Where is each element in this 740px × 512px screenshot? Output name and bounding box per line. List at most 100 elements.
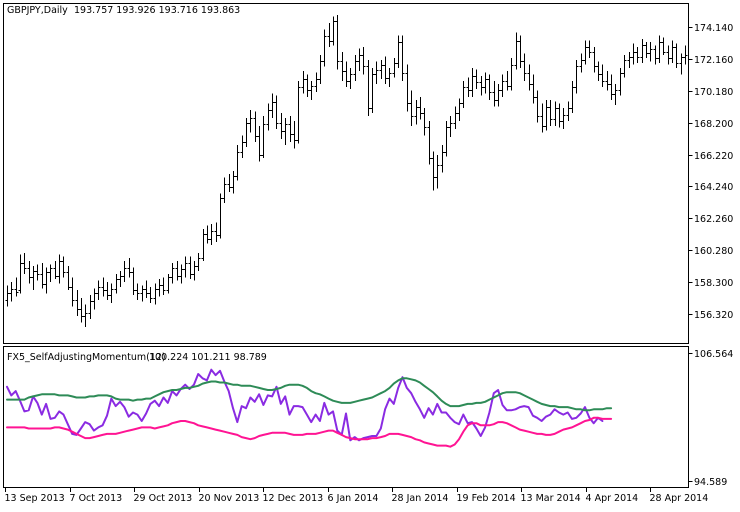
ohlc-bar [261, 116, 266, 159]
ohlc-bar [279, 113, 284, 139]
ohlc-bar [35, 264, 40, 281]
ohlc-bar [444, 121, 449, 157]
ohlc-bar [214, 222, 219, 242]
ohlc-bar [596, 61, 601, 81]
ohlc-bar [31, 266, 36, 291]
ohlc-bar [175, 261, 180, 281]
ohlc-bar [600, 64, 605, 88]
ohlc-bar [22, 253, 27, 275]
indicator-y-tick-label: 106.564 [694, 349, 733, 360]
ohlc-bar [48, 264, 53, 283]
ohlc-bar [609, 74, 614, 101]
ohlc-bar [70, 277, 75, 307]
ohlc-bar [657, 35, 662, 64]
ohlc-bar [92, 288, 97, 310]
ohlc-bar [188, 256, 193, 279]
ohlc-bar [140, 285, 145, 302]
indicator-line-0 [6, 368, 604, 442]
ohlc-bar [53, 261, 58, 279]
time-tick-label: 6 Jan 2014 [328, 493, 379, 504]
ohlc-bar [301, 71, 306, 94]
ohlc-bar [288, 116, 293, 142]
ohlc-bar [257, 125, 262, 162]
price-y-tick-label: 162.260 [694, 214, 733, 225]
time-tick-label: 13 Sep 2013 [5, 493, 65, 504]
ohlc-bar [440, 145, 445, 173]
ohlc-bar [331, 16, 336, 46]
ohlc-bar [383, 56, 388, 84]
ohlc-bar [461, 80, 466, 109]
ohlc-bar [570, 80, 575, 113]
ohlc-bar [335, 14, 340, 70]
ohlc-bar [79, 298, 84, 323]
ohlc-bar [266, 103, 271, 131]
indicator-panel-frame [3, 346, 689, 488]
ohlc-bar [222, 177, 227, 204]
ohlc-bar [522, 53, 527, 81]
ohlc-bar [674, 43, 679, 68]
price-y-tick-label: 160.280 [694, 246, 733, 257]
time-tick-label: 4 Apr 2014 [586, 493, 639, 504]
ohlc-bar [409, 90, 414, 126]
ohlc-bar [183, 256, 188, 278]
ohlc-bar [135, 283, 140, 300]
price-bars [5, 14, 688, 328]
ohlc-bar [613, 84, 618, 105]
price-y-tick-label: 166.220 [694, 151, 733, 162]
ohlc-bar [431, 151, 436, 191]
ohlc-bar [366, 59, 371, 117]
ohlc-bar [540, 103, 545, 133]
ohlc-bar [535, 90, 540, 123]
ohlc-bar [453, 106, 458, 130]
ohlc-bar [557, 103, 562, 128]
ohlc-bar [470, 67, 475, 97]
ohlc-bar [661, 37, 666, 55]
ohlc-bar [644, 42, 649, 59]
ohlc-bar [518, 35, 523, 68]
ohlc-bar [109, 283, 114, 303]
ohlc-bar [492, 80, 497, 107]
ohlc-bar [309, 80, 314, 101]
ohlc-bar [392, 58, 397, 78]
ohlc-bar [101, 277, 106, 297]
ohlc-bar [227, 174, 232, 192]
price-y-tick-label: 170.180 [694, 87, 733, 98]
ohlc-bar [396, 35, 401, 68]
ohlc-bar [340, 51, 345, 81]
time-tick-label: 29 Oct 2013 [134, 493, 193, 504]
price-chart-title: GBPJPY,Daily [7, 5, 68, 16]
ohlc-bar [605, 71, 610, 91]
ohlc-bar [305, 74, 310, 97]
indicator-lines [6, 368, 613, 448]
indicator-y-tick-label: 94.589 [694, 477, 727, 488]
ohlc-bar [418, 96, 423, 120]
price-y-tick-label: 174.140 [694, 23, 733, 34]
ohlc-bar [483, 72, 488, 94]
ohlc-bar [270, 93, 275, 118]
ohlc-bar [161, 277, 166, 295]
ohlc-bar [548, 100, 553, 126]
ohlc-bar [592, 47, 597, 73]
ohlc-bar [170, 262, 175, 284]
ohlc-bar [314, 72, 319, 93]
ohlc-bar [622, 55, 627, 78]
ohlc-bar [201, 229, 206, 262]
ohlc-bar [635, 47, 640, 64]
ohlc-bar [205, 225, 210, 244]
ohlc-bar [531, 74, 536, 104]
ohlc-bar [283, 117, 288, 146]
ohlc-bar [653, 45, 658, 65]
ohlc-bar [179, 264, 184, 284]
ohlc-bar [9, 282, 14, 302]
indicator-line-1 [6, 377, 613, 412]
ohlc-bar [318, 55, 323, 84]
ohlc-bar [500, 74, 505, 97]
ohlc-bar [292, 121, 297, 149]
price-y-tick-label: 172.160 [694, 55, 733, 66]
ohlc-bar [235, 145, 240, 181]
price-y-tick-label: 158.300 [694, 278, 733, 289]
ohlc-bar [118, 270, 123, 287]
ohlc-bar [544, 100, 549, 131]
